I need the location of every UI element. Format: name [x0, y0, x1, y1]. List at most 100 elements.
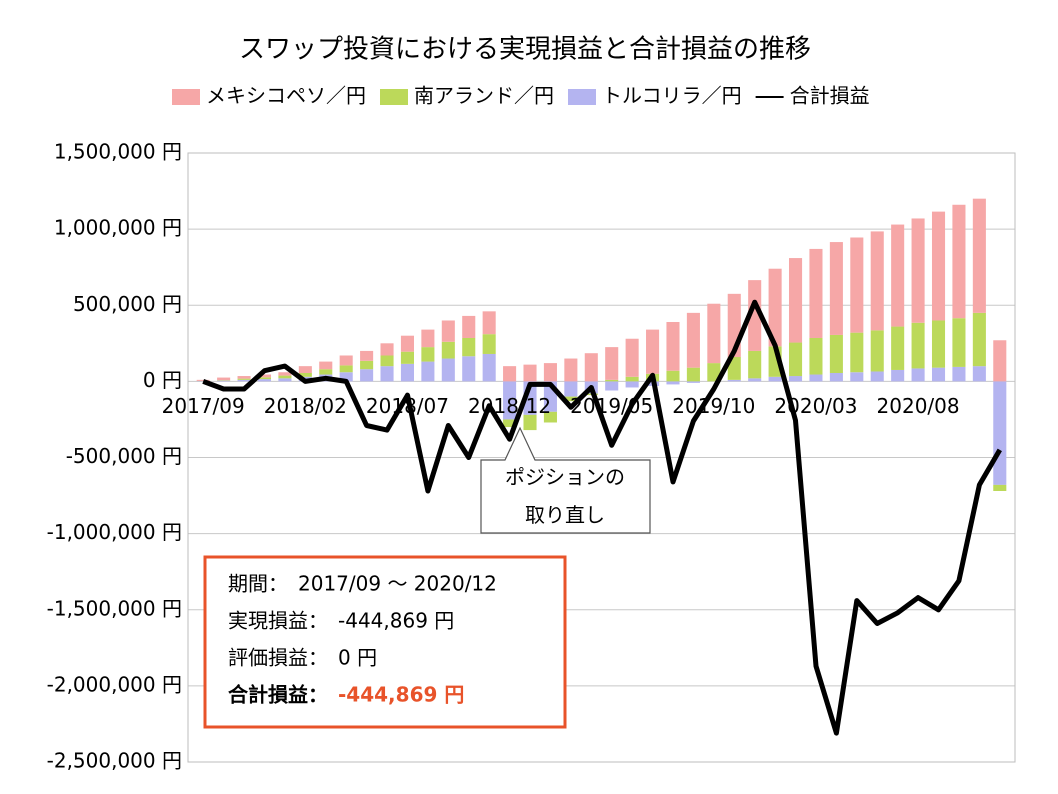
bar — [829, 242, 843, 335]
bar — [748, 378, 762, 382]
bar — [462, 337, 476, 357]
bar — [360, 360, 374, 370]
bar — [441, 358, 455, 382]
bar — [564, 396, 578, 402]
annotation: ポジションの取り直し — [480, 426, 651, 534]
bar — [278, 375, 292, 379]
bar — [605, 379, 619, 382]
info-value: 2017/09 ～ 2020/12 — [298, 572, 497, 596]
bar — [686, 312, 700, 368]
bar — [257, 374, 272, 378]
bar — [339, 355, 353, 366]
bar — [421, 347, 435, 362]
bar — [952, 204, 966, 319]
bar — [870, 231, 884, 331]
chart-title: スワップ投資における実現損益と合計損益の推移 — [239, 35, 811, 65]
x-tick-label: 2019/10 — [672, 394, 755, 418]
bar — [972, 312, 986, 367]
bar — [727, 379, 741, 382]
bar — [707, 303, 721, 364]
bar — [605, 347, 619, 380]
bar — [911, 218, 925, 323]
bar — [278, 378, 292, 382]
bar — [605, 381, 619, 391]
bar — [237, 378, 251, 380]
legend-item: トルコリラ／円 — [568, 84, 742, 108]
bar — [625, 376, 639, 382]
bar — [911, 368, 925, 382]
legend-item: メキシコペソ／円 — [172, 84, 366, 108]
bar — [768, 268, 782, 347]
bar — [952, 366, 966, 382]
legend-item: 合計損益 — [755, 84, 870, 108]
bar — [850, 332, 864, 373]
y-tick-label: -2,500,000 円 — [47, 749, 182, 773]
bar — [400, 351, 414, 364]
bar — [768, 376, 782, 382]
bar — [809, 248, 823, 338]
bar — [625, 338, 639, 377]
bar — [789, 342, 803, 377]
x-tick-label: 2018/12 — [468, 394, 551, 418]
bar — [503, 419, 517, 428]
bar — [380, 366, 394, 382]
bar — [911, 322, 925, 369]
total-line — [202, 299, 1002, 736]
annotation-callout — [480, 426, 651, 534]
y-tick-label: 1,500,000 円 — [54, 140, 182, 164]
bar — [319, 369, 333, 375]
bar — [850, 237, 864, 333]
x-tick-label: 2018/02 — [264, 394, 347, 418]
bar — [564, 358, 578, 382]
bar — [482, 353, 496, 382]
legend-swatch — [172, 89, 200, 105]
bar — [441, 320, 455, 342]
y-tick-label: 1,000,000 円 — [54, 216, 182, 240]
bar — [972, 366, 986, 382]
bar — [931, 320, 946, 368]
legend-label: 合計損益 — [790, 84, 870, 108]
bar — [339, 372, 353, 382]
y-tick-label: -2,000,000 円 — [47, 672, 182, 696]
labels: -2,500,000 円 -2,000,000 円 -1,500,000 円 -1,0… — [47, 140, 960, 773]
bar — [646, 329, 660, 374]
legend-label: 南アランド／円 — [414, 84, 554, 108]
bar — [952, 318, 966, 367]
bar — [891, 224, 905, 327]
bar — [870, 330, 884, 372]
bar — [441, 341, 455, 359]
bar — [523, 364, 537, 382]
bar — [850, 372, 864, 382]
bar — [993, 340, 1007, 382]
bar — [748, 280, 762, 351]
bar — [686, 381, 700, 383]
x-tick-label: 2020/08 — [877, 394, 960, 418]
bar — [503, 366, 517, 382]
bar — [360, 369, 374, 382]
bar — [257, 379, 272, 382]
bar — [380, 343, 394, 356]
y-tick-label: 0 円 — [143, 368, 182, 392]
plot-frame — [187, 152, 1016, 763]
bar — [360, 350, 374, 361]
bar — [931, 367, 946, 382]
bar — [666, 381, 680, 385]
bar — [727, 357, 741, 380]
info-value: -444,869 円 — [338, 609, 454, 633]
bar — [380, 355, 394, 367]
bar — [829, 373, 843, 382]
bar — [870, 371, 884, 382]
y-tick-label: -500,000 円 — [66, 444, 182, 468]
bar — [421, 361, 435, 382]
bar — [931, 211, 946, 321]
bar — [543, 411, 557, 423]
legend-item: 南アランド／円 — [380, 84, 554, 108]
bar — [666, 321, 680, 371]
bar — [462, 356, 476, 382]
bar — [891, 369, 905, 382]
info-frame — [203, 555, 567, 729]
bar — [707, 363, 721, 382]
legend-swatch — [568, 89, 596, 105]
bar — [237, 376, 251, 379]
